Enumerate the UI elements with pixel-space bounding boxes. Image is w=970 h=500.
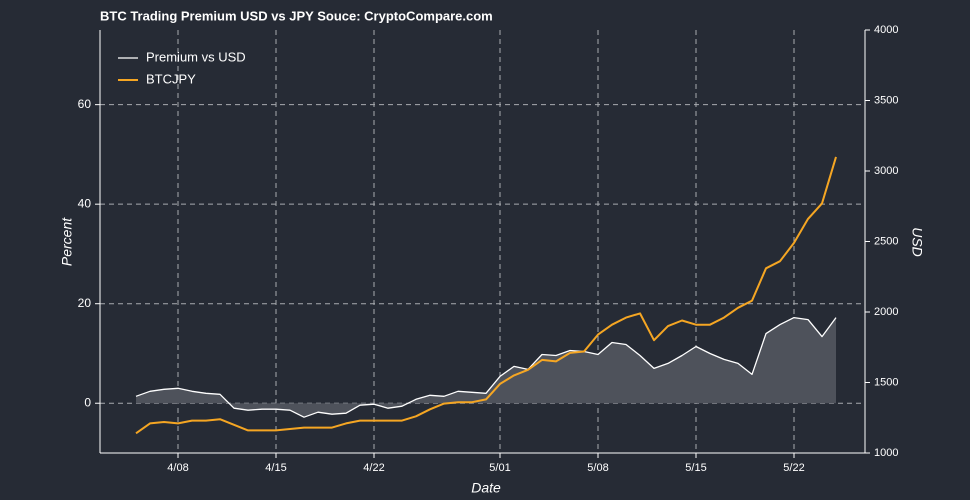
y-axis-label: Percent	[59, 217, 75, 266]
x-tick-label: 5/08	[587, 462, 608, 474]
y-tick-label: 20	[78, 296, 92, 310]
y-tick-label: 40	[78, 196, 92, 210]
legend-text: BTCJPY	[146, 71, 196, 86]
x-axis-label: Date	[471, 480, 501, 496]
y2-tick-label: 1000	[874, 447, 898, 459]
y2-tick-label: 3500	[874, 94, 898, 106]
x-tick-label: 5/22	[783, 462, 804, 474]
legend-text: Premium vs USD	[146, 49, 246, 64]
y2-tick-label: 3000	[874, 165, 898, 177]
chart-title: BTC Trading Premium USD vs JPY Souce: Cr…	[100, 8, 493, 23]
y2-tick-label: 2500	[874, 235, 898, 247]
x-tick-label: 4/08	[167, 462, 188, 474]
x-tick-label: 5/15	[685, 462, 706, 474]
y-tick-label: 0	[84, 395, 91, 409]
y2-tick-label: 2000	[874, 306, 898, 318]
series-line	[135, 316, 837, 418]
y2-tick-label: 1500	[874, 376, 898, 388]
x-tick-label: 4/15	[265, 462, 286, 474]
y2-axis-label: USD	[909, 227, 925, 257]
x-tick-label: 4/22	[363, 462, 384, 474]
area-fill	[136, 317, 836, 418]
y-tick-label: 60	[78, 97, 92, 111]
y2-tick-label: 4000	[874, 24, 898, 36]
series-line	[135, 156, 837, 435]
x-tick-label: 5/01	[489, 462, 510, 474]
